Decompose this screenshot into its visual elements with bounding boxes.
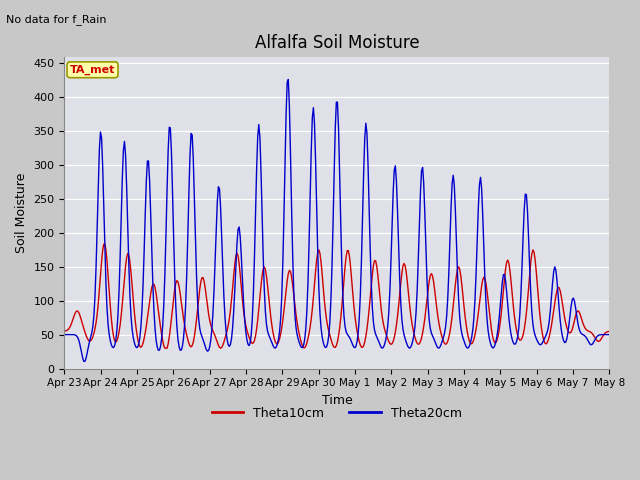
X-axis label: Time: Time	[321, 394, 352, 407]
Title: Alfalfa Soil Moisture: Alfalfa Soil Moisture	[255, 34, 419, 52]
Theta20cm	[61, 332, 68, 337]
Theta10cm	[509, 302, 517, 308]
Theta10cm	[605, 328, 613, 334]
Y-axis label: Soil Moisture: Soil Moisture	[15, 172, 28, 252]
Legend: Theta10cm, Theta20cm: Theta10cm, Theta20cm	[207, 402, 467, 425]
Theta10cm	[61, 328, 68, 334]
Theta10cm	[595, 338, 602, 344]
Theta10cm	[358, 344, 365, 350]
Theta20cm	[387, 259, 395, 264]
Theta20cm	[595, 333, 602, 338]
Theta20cm	[605, 332, 613, 337]
Theta20cm	[509, 340, 517, 346]
Theta20cm	[80, 359, 88, 364]
Line: Theta20cm: Theta20cm	[65, 80, 609, 361]
Text: No data for f_Rain: No data for f_Rain	[6, 14, 107, 25]
Theta10cm	[387, 341, 395, 347]
Theta10cm	[101, 241, 109, 247]
Theta20cm	[321, 345, 329, 350]
Theta20cm	[284, 77, 292, 83]
Theta20cm	[325, 333, 333, 339]
Line: Theta10cm: Theta10cm	[65, 244, 609, 348]
Theta10cm	[321, 308, 329, 314]
Theta20cm	[358, 257, 365, 263]
Text: TA_met: TA_met	[70, 65, 115, 75]
Theta10cm	[325, 328, 333, 334]
Theta10cm	[161, 345, 169, 351]
